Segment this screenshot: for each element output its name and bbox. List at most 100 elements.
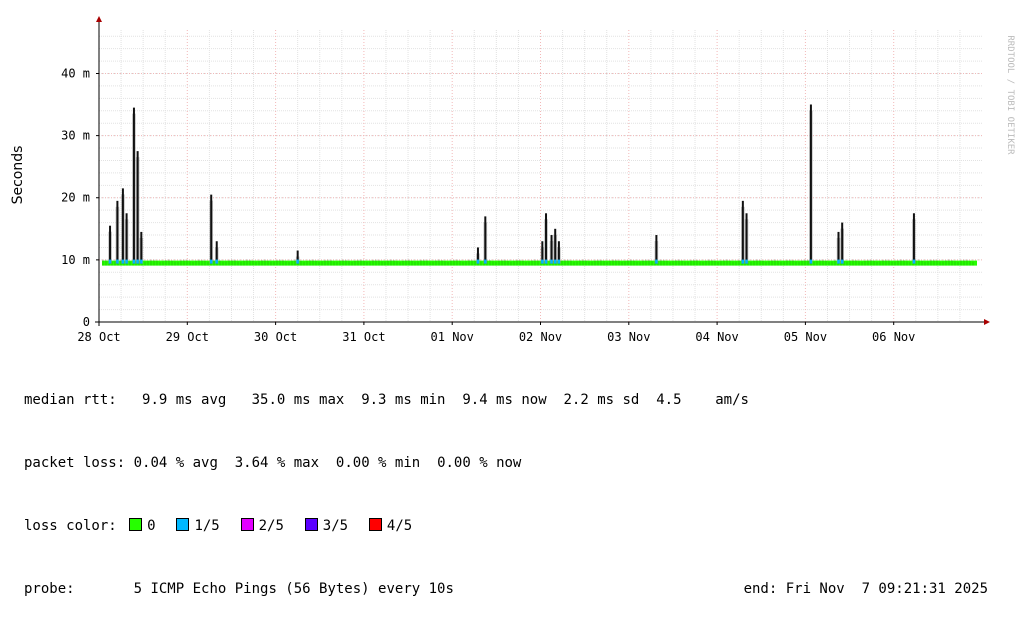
spike [836,231,841,264]
probe-desc: 5 ICMP Echo Pings (56 Bytes) every 10s [133,581,454,597]
rtt-avg: 9.9 ms avg [142,392,227,408]
spike [476,247,480,264]
spike [553,228,558,264]
spike-base [116,259,119,264]
spike [744,213,749,264]
x-tick-label: 05 Nov [784,330,827,344]
y-axis-arrow [96,16,102,22]
y-axis-ticks: 0 10 m 20 m 30 m 40 m [61,66,99,329]
loss-color-item: 4/5 [348,518,412,534]
x-tick-label: 30 Oct [254,330,297,344]
spike [741,200,745,264]
loss-max: 3.64 % max [234,455,320,471]
latency-chart: 0 10 m 20 m 30 m 40 m 28 Oct 29 Oct 30 Oct 31 O… [10,16,1015,344]
spike-base [544,259,548,264]
spike [121,188,125,264]
spike [209,194,214,264]
spike-base [296,259,299,264]
y-tick-label: 10 m [61,253,90,267]
spike [483,216,488,264]
x-tick-label: 02 Nov [519,330,562,344]
x-tick-label: 31 Oct [342,330,385,344]
loss-label: packet loss: [24,455,126,471]
spike-base [125,259,128,264]
spike-base [476,259,480,264]
spike-base [136,259,139,264]
spike-base [484,259,487,264]
x-axis-arrow [984,319,990,325]
spike-base [837,259,840,264]
spike-base [215,259,218,264]
median-band [102,260,977,266]
x-axis-ticks: 28 Oct 29 Oct 30 Oct 31 Oct 01 Nov 02 Nov 03 N… [77,322,915,344]
loss-color-swatch [176,518,190,531]
spike [540,241,545,264]
spike [115,200,120,264]
loss-color-text: 0 [147,518,156,534]
spike [139,231,144,264]
loss-color-swatch [240,518,254,531]
spike [654,235,659,264]
spike [124,213,129,264]
spike-base [550,259,553,264]
rtt-max: 35.0 ms max [251,392,345,408]
loss-color-swatch [304,518,318,531]
x-tick-label: 28 Oct [77,330,120,344]
spike [132,107,136,264]
loss-now: 0.00 % now [437,455,522,471]
spike-base [132,259,136,264]
y-tick-label: 0 [83,315,90,329]
stats-legend: median rtt: 9.9 ms avg 35.0 ms max 9.3 m… [24,348,1006,621]
spike-base [121,259,125,264]
spike-base [557,259,561,264]
rtt-label: median rtt: [24,392,117,408]
probe-row: probe: 5 ICMP Echo Pings (56 Bytes) ever… [24,579,1006,600]
spike-base [745,259,748,264]
rtt-row: median rtt: 9.9 ms avg 35.0 ms max 9.3 m… [24,390,1006,411]
y-tick-label: 30 m [61,129,90,143]
spike [840,222,844,264]
spike-base [741,259,745,264]
spike-base [210,259,213,264]
spike-base [140,259,143,264]
y-tick-label: 40 m [61,66,90,80]
loss-color-row: loss color: 0 1/5 2/5 3/5 4/5 [24,516,1006,537]
loss-color-swatch [368,518,382,531]
spike-base [541,259,544,264]
x-tick-label: 06 Nov [872,330,915,344]
loss-min: 0.00 % min [335,455,421,471]
spike [549,235,554,264]
rtt-ams: 4.5 [656,392,682,408]
spike [214,241,219,264]
spike-base [108,259,112,264]
loss-color-item: 2/5 [220,518,284,534]
x-tick-label: 03 Nov [607,330,650,344]
rtt-ams-unit: am/s [715,392,749,408]
spike [108,225,112,264]
loss-color-text: 2/5 [258,518,284,534]
loss-color-label: loss color: [24,518,117,534]
x-tick-label: 01 Nov [431,330,474,344]
spike [295,250,300,264]
spike-base [655,259,658,264]
y-axis-label: Seconds [10,146,26,205]
rtt-now: 9.4 ms now [462,392,547,408]
spike [135,151,140,264]
loss-color-text: 3/5 [322,518,349,534]
loss-color-swatch [129,518,143,531]
spike [557,241,561,264]
x-tick-label: 04 Nov [695,330,738,344]
loss-color-item: 3/5 [284,518,348,534]
spike-base [809,259,813,264]
spike [809,104,813,264]
loss-avg: 0.04 % avg [133,455,218,471]
plot-area [102,104,977,266]
spike-base [840,259,844,264]
rtt-min: 9.3 ms min [361,392,446,408]
loss-row: packet loss: 0.04 % avg 3.64 % max 0.00 … [24,453,1006,474]
spike-base [912,259,916,264]
end-time: end: Fri Nov 7 09:21:31 2025 [743,581,988,597]
spike [544,213,548,264]
watermark: RRDTOOL / TOBI OETIKER [1005,35,1015,155]
chart-axes [95,16,990,326]
